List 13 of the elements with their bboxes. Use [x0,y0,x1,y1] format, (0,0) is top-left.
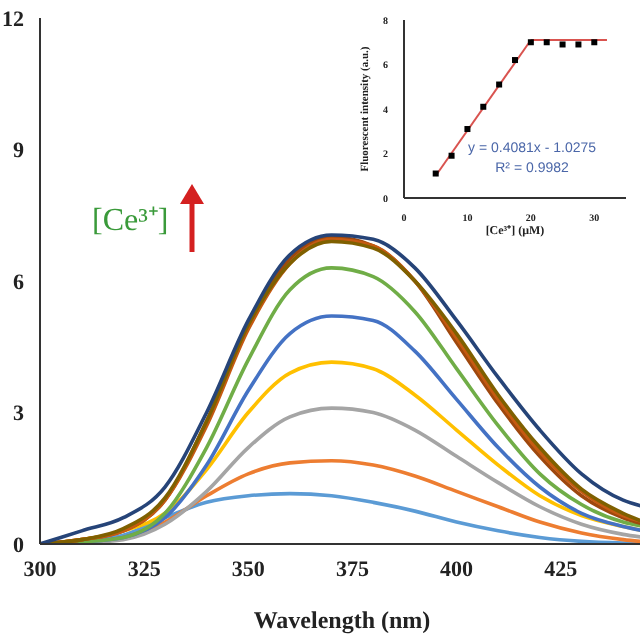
x-tick-label: 400 [440,557,475,582]
x-tick-label: 425 [544,557,579,582]
x-tick-label: 375 [335,557,370,582]
x-tick-label: 350 [231,557,266,582]
y-tick-label: 6 [13,270,25,295]
y-tick-label: 0 [13,533,25,558]
y-tick-label: 3 [13,402,25,427]
x-axis-title: Wavelength (nm) [253,606,431,634]
y-tick-label: 9 [13,139,25,164]
x-tick-label: 300 [23,557,58,582]
x-tick-label: 325 [127,557,162,582]
y-tick-label: 12 [2,7,25,32]
annotation: [Ce³⁺] [92,204,169,238]
